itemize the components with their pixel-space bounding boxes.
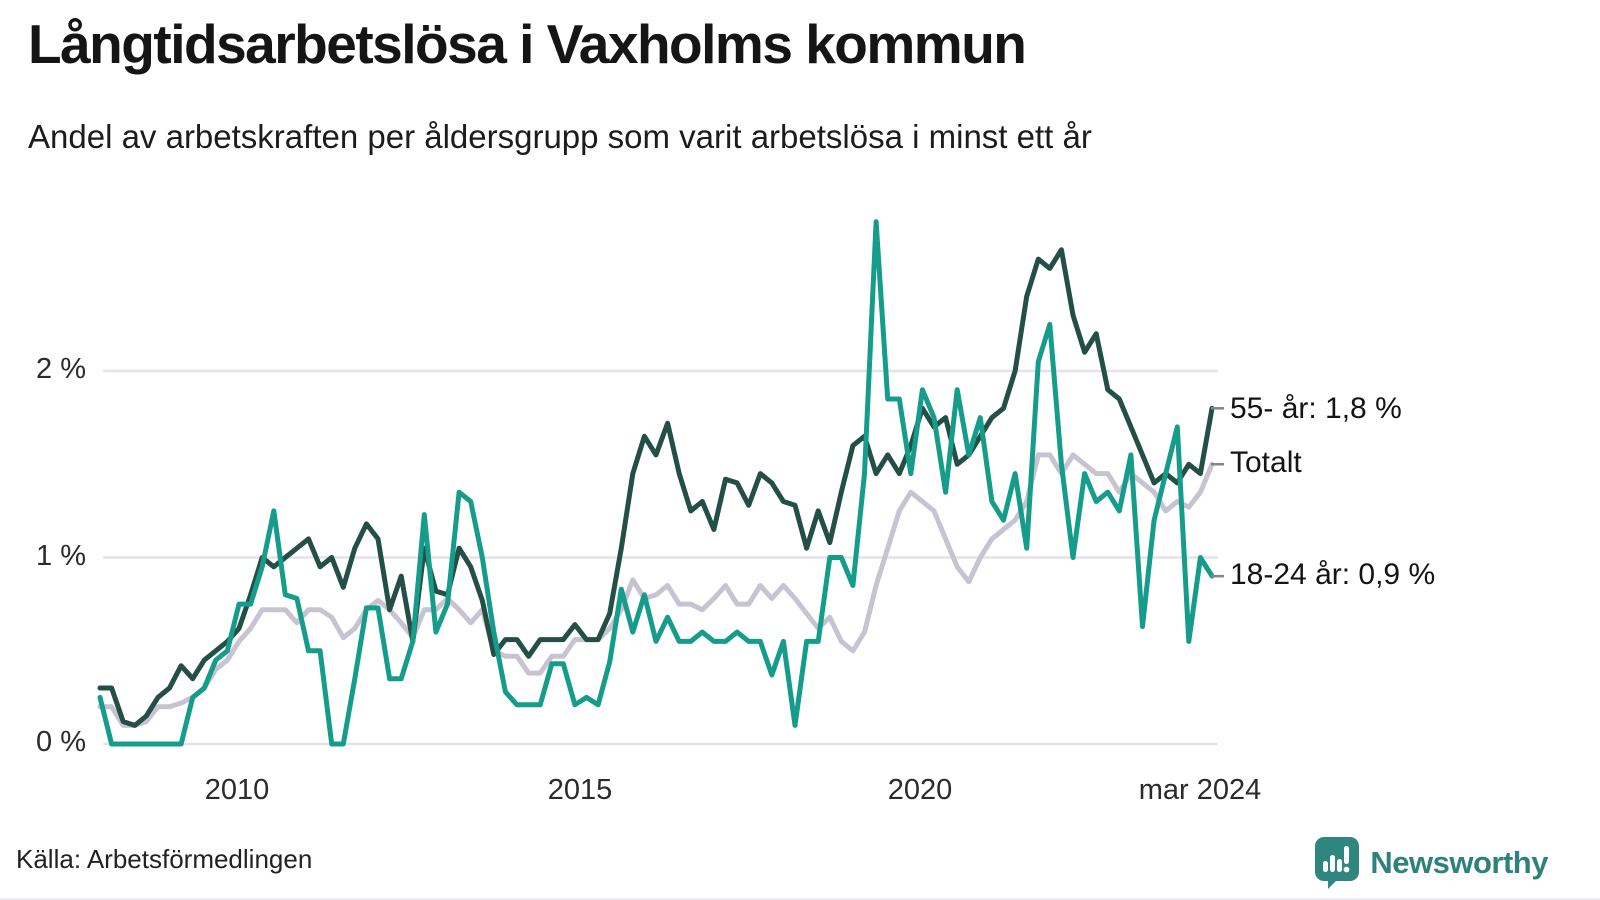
x-tick-label-2015: 2015: [547, 774, 613, 806]
y-tick-label-0: 0 %: [36, 726, 86, 758]
x-tick-label-mar-2024: mar 2024: [1138, 774, 1262, 806]
series-end-label-18-24: 18-24 år: 0,9 %: [1230, 558, 1436, 591]
x-tick-label-2020: 2020: [887, 774, 953, 806]
y-tick-label-2: 2 %: [36, 353, 86, 385]
series-end-label-55: 55- år: 1,8 %: [1230, 392, 1402, 425]
brand-logo: Newsworthy: [1314, 836, 1548, 889]
series-line-totalt: [97, 452, 1215, 728]
series-line-55-r: [97, 247, 1215, 728]
brand-name: Newsworthy: [1370, 844, 1548, 880]
series-end-label-totalt: Totalt: [1230, 446, 1302, 479]
page-title: Långtidsarbetslösa i Vaxholms kommun: [28, 13, 1027, 75]
x-tick-label-2010: 2010: [204, 774, 270, 806]
y-tick-label-1: 1 %: [36, 540, 86, 572]
source-text: Källa: Arbetsförmedlingen: [16, 844, 313, 874]
line-chart: [97, 219, 1224, 747]
bottom-edge-divider: [0, 898, 1600, 900]
series-line-18-24-r: [97, 219, 1215, 747]
page-subtitle: Andel av arbetskraften per åldersgrupp s…: [28, 118, 1092, 155]
newsworthy-speech-bubble-chart-icon: [1314, 836, 1360, 889]
